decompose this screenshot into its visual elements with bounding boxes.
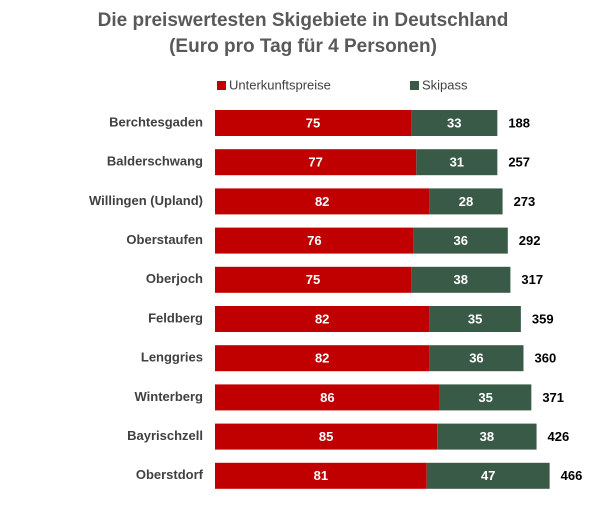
bar-segment [215, 384, 440, 411]
legend-swatch [410, 81, 419, 90]
value-label: 36 [454, 233, 468, 248]
legend-label: Unterkunftspreise [229, 77, 331, 92]
value-label: 85 [319, 429, 333, 444]
total-label: 360 [534, 351, 556, 366]
y-tick-label: Balderschwang [107, 154, 203, 169]
bar-segment [429, 306, 521, 332]
value-label: 82 [315, 194, 329, 209]
bar-segment [416, 149, 498, 176]
value-label: 81 [314, 468, 328, 483]
bar-segment [215, 306, 430, 332]
bar-segment [215, 462, 427, 489]
y-tick-label: Bayrischzell [127, 428, 203, 443]
bar-segment [429, 345, 524, 372]
total-label: 257 [508, 155, 530, 170]
value-label: 86 [320, 390, 334, 405]
bar-segment [215, 188, 430, 215]
bar-segment [437, 423, 537, 450]
value-label: 47 [481, 468, 495, 483]
bar-segment [215, 266, 412, 293]
value-label: 77 [308, 155, 322, 170]
bar-segment [215, 110, 412, 136]
value-label: 33 [447, 115, 461, 130]
value-label: 28 [459, 194, 473, 209]
chart-title: Die preiswertesten Skigebiete in Deutsch… [97, 10, 509, 57]
y-tick-label: Oberjoch [146, 271, 203, 286]
total-label: 371 [542, 390, 564, 405]
bar-segment [426, 462, 550, 489]
total-label: 466 [561, 468, 583, 483]
total-label: 426 [548, 429, 570, 444]
value-label: 38 [454, 272, 468, 287]
total-label: 292 [519, 233, 541, 248]
total-label: 273 [514, 194, 536, 209]
y-tick-label: Lenggries [141, 350, 203, 365]
y-tick-label: Winterberg [135, 389, 204, 404]
y-tick-label: Oberstdorf [136, 467, 204, 482]
value-label: 82 [315, 311, 329, 326]
bar-segment [215, 149, 417, 176]
legend-swatch [217, 81, 226, 90]
y-tick-label: Oberstaufen [126, 232, 203, 247]
bar-segment [215, 423, 438, 450]
y-tick-label: Feldberg [148, 310, 203, 325]
value-label: 35 [478, 390, 492, 405]
bar-segment [411, 266, 511, 293]
total-label: 188 [508, 115, 530, 130]
value-label: 36 [469, 351, 483, 366]
value-label: 35 [468, 311, 482, 326]
value-label: 76 [307, 233, 321, 248]
total-label: 359 [532, 311, 554, 326]
value-label: 82 [315, 351, 329, 366]
bar-segment [413, 227, 508, 254]
value-label: 31 [450, 155, 464, 170]
bar-segment [411, 110, 498, 136]
bar-segment [215, 227, 414, 254]
total-label: 317 [521, 272, 543, 287]
value-label: 75 [306, 115, 320, 130]
legend-label: Skipass [422, 77, 468, 92]
y-tick-label: Berchtesgaden [109, 114, 203, 129]
y-tick-label: Willingen (Upland) [89, 193, 203, 208]
bar-segment [429, 188, 503, 215]
bar-segment [215, 345, 430, 372]
value-label: 75 [306, 272, 320, 287]
value-label: 38 [480, 429, 494, 444]
bar-segment [439, 384, 532, 411]
